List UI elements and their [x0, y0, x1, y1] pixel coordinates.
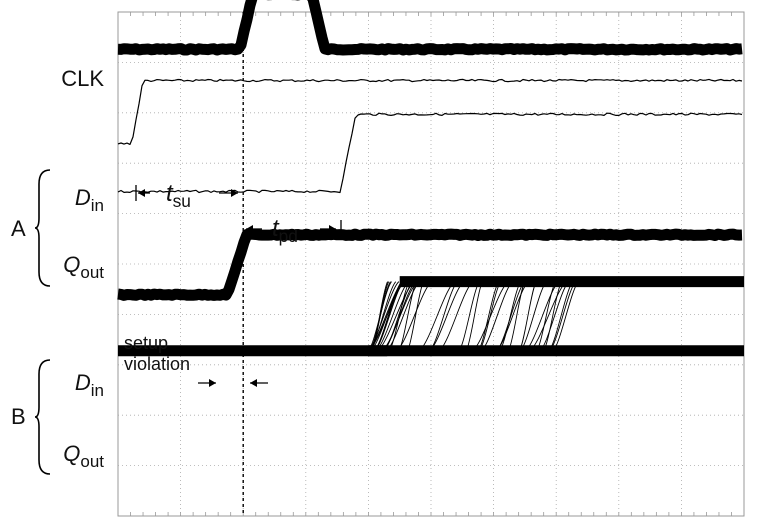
trace-b-q-out-edge: [465, 281, 483, 351]
setup-violation-label-2: violation: [124, 354, 190, 374]
trace-a-d-in: [117, 78, 743, 145]
group-label-a: A: [11, 216, 26, 241]
trace-b-q-out-edge: [371, 281, 390, 351]
trace-b-q-out-edge: [439, 281, 474, 352]
trace-label-clk: CLK: [61, 66, 104, 91]
tpd-arrow-right-head: [329, 225, 336, 233]
trace-b-q-out-edge: [549, 281, 576, 351]
violation-arrow-left-head: [209, 379, 216, 387]
trace-clk: [115, 0, 745, 56]
tsu-arrow-right-head: [231, 189, 238, 197]
setup-violation-label-1: setup: [124, 333, 168, 353]
trace-b-q-out-edge: [519, 281, 537, 351]
trace-b-q-out-edge: [429, 281, 458, 352]
trace-b-q-out-edge: [375, 281, 410, 352]
violation-arrow-right-head: [250, 379, 257, 387]
trace-b-q-out-edge: [481, 281, 513, 352]
trace-b-q-out-edge: [374, 281, 405, 352]
trace-b-q-out-edge: [539, 281, 570, 352]
trace-b-q-out-edge: [458, 281, 480, 351]
trace-b-q-out-edge: [419, 281, 455, 352]
scope-grid: [117, 11, 745, 517]
trace-labels: CLK Din Qout Din Qout A B: [11, 66, 104, 475]
trace-b-q-out-edge: [543, 281, 563, 351]
trace-b-q-out-edge: [529, 281, 567, 352]
trace-b-q-out-edge: [525, 281, 560, 352]
trace-b-q-out-edge: [386, 281, 421, 352]
trace-b-q-out-edge: [368, 281, 404, 352]
trace-b-q-out-edge: [377, 281, 415, 352]
trace-b-q-out-edge: [478, 281, 500, 351]
trace-b-q-out-edge: [499, 281, 522, 351]
trace-b-q-out-edge: [407, 281, 424, 351]
trace-b-q-out-edge: [496, 281, 526, 352]
trace-b-q-out-edge: [398, 281, 417, 351]
trace-label-a-qout: Qout: [63, 252, 104, 282]
trace-label-a-din: Din: [75, 185, 104, 215]
tsu-label: tsu: [166, 180, 191, 211]
trace-a-q-out: [117, 112, 743, 194]
trace-b-q-out-edge: [388, 281, 410, 351]
tpd-arrow-left-head: [246, 225, 253, 233]
trace-b-d-in: [115, 228, 745, 301]
waveforms: [115, 0, 745, 516]
trace-b-q-out-edge: [552, 281, 579, 351]
trace-label-b-din: Din: [75, 370, 104, 400]
trace-b-q-out-edge: [369, 281, 397, 352]
trace-b-q-out-edge: [520, 281, 547, 352]
brace-a: [34, 169, 51, 287]
trace-b-q-out-edge: [479, 281, 502, 351]
group-label-b: B: [11, 404, 26, 429]
trace-b-q-out-edge: [536, 281, 557, 351]
brace-b: [34, 359, 51, 475]
tpd-label: tpd: [272, 215, 298, 246]
trace-label-b-qout: Qout: [63, 441, 104, 471]
trace-b-q-out-edge: [548, 281, 574, 351]
tsu-arrow-left-head: [138, 189, 145, 197]
trace-b-q-out-edge: [508, 281, 526, 351]
